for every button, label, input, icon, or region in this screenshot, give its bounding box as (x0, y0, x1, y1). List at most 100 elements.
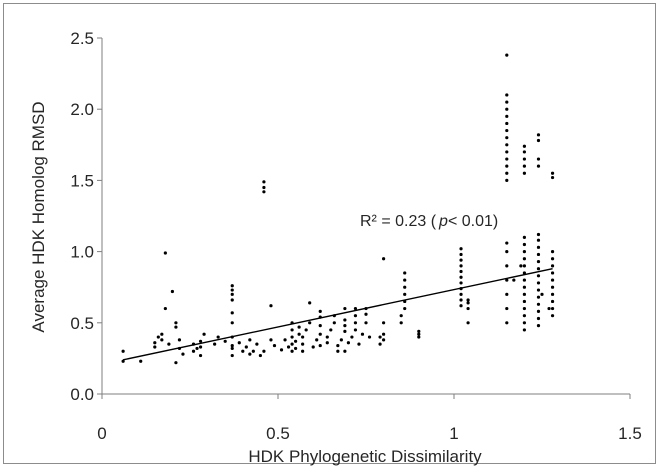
data-point (522, 250, 527, 254)
data-point (522, 306, 527, 311)
data-point (297, 325, 301, 329)
data-point (311, 345, 315, 349)
data-point (550, 264, 555, 268)
data-point (367, 335, 372, 339)
data-point (272, 343, 277, 348)
data-point (522, 157, 527, 161)
data-point (262, 190, 266, 194)
data-point (251, 349, 255, 353)
data-point (399, 314, 403, 318)
data-point (536, 295, 541, 299)
data-point (459, 287, 463, 291)
data-point (336, 343, 340, 348)
data-point (318, 324, 322, 328)
annotation-suffix: < 0.01) (448, 213, 498, 230)
data-point (550, 292, 555, 296)
data-point (269, 304, 273, 308)
data-point (153, 345, 157, 349)
data-point (230, 346, 234, 351)
data-point (519, 264, 523, 268)
data-point (191, 349, 196, 353)
data-point (522, 321, 527, 325)
data-point (353, 306, 358, 311)
data-point (403, 285, 407, 289)
data-point (505, 143, 509, 147)
data-point (536, 281, 541, 285)
data-point (536, 274, 541, 278)
data-point (459, 258, 463, 262)
data-point (301, 342, 305, 346)
data-point (505, 306, 509, 311)
data-point (339, 338, 343, 342)
data-point (269, 338, 273, 342)
data-point (399, 321, 403, 325)
data-point (121, 359, 125, 363)
data-point (505, 53, 509, 57)
data-point (540, 292, 544, 296)
data-point (191, 342, 196, 346)
data-point (382, 338, 386, 342)
data-point (177, 338, 182, 342)
data-point (536, 259, 541, 264)
data-point (382, 321, 386, 325)
data-point (223, 339, 227, 343)
data-point (230, 284, 234, 288)
data-point (505, 241, 509, 245)
data-point (315, 338, 319, 342)
data-point (255, 342, 259, 346)
data-point (290, 342, 294, 346)
data-point (459, 247, 463, 251)
data-point (153, 341, 157, 345)
data-point (459, 275, 463, 279)
data-point (522, 271, 527, 275)
data-point (174, 321, 178, 325)
data-point (550, 250, 555, 254)
data-point (466, 298, 470, 302)
data-point (536, 324, 541, 328)
data-point (364, 312, 368, 316)
data-point (505, 178, 509, 182)
y-tick-label: 0.0 (70, 385, 94, 404)
data-point (550, 314, 555, 318)
data-point (343, 318, 347, 322)
data-point (230, 298, 234, 302)
data-point (522, 328, 527, 332)
data-point (230, 321, 234, 325)
data-point (536, 232, 541, 237)
data-point (244, 345, 248, 349)
data-point (505, 100, 509, 104)
data-points (121, 53, 555, 365)
data-point (353, 321, 358, 325)
data-point (139, 359, 143, 363)
data-point (230, 353, 234, 358)
data-point (403, 306, 407, 311)
data-point (522, 171, 527, 175)
data-point (505, 321, 509, 325)
data-point (174, 361, 178, 365)
data-point (466, 321, 470, 325)
data-point (241, 349, 245, 353)
data-point (505, 150, 509, 154)
data-point (286, 345, 291, 349)
data-point (160, 338, 164, 342)
y-tick-label: 0.5 (70, 314, 94, 333)
x-tick-label: 1.5 (618, 424, 642, 443)
data-point (318, 309, 322, 314)
data-point (505, 136, 509, 140)
data-point (230, 335, 234, 339)
data-point (167, 342, 171, 346)
data-point (357, 342, 361, 346)
data-point (536, 316, 541, 321)
data-point (550, 306, 555, 311)
annotation-p: p (438, 213, 448, 230)
data-point (230, 311, 234, 315)
data-point (466, 306, 470, 311)
data-point (459, 264, 463, 268)
data-point (536, 245, 541, 249)
data-point (198, 353, 203, 358)
data-point (181, 352, 185, 356)
data-point (336, 349, 340, 353)
data-point (262, 349, 266, 353)
y-axis-title: Average HDK Homolog RMSD (29, 101, 48, 332)
